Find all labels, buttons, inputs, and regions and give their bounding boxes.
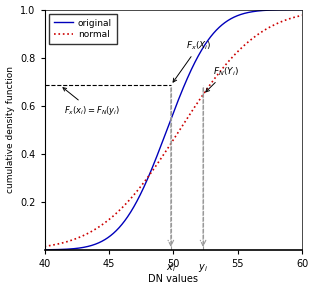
original bbox=[300, 8, 304, 11]
original bbox=[156, 151, 160, 155]
normal bbox=[248, 39, 252, 42]
original bbox=[147, 174, 151, 178]
original bbox=[248, 10, 252, 14]
Text: $F_N(Y_i)$: $F_N(Y_i)$ bbox=[206, 65, 239, 92]
Text: $y_i$: $y_i$ bbox=[198, 262, 208, 274]
Y-axis label: cumulative density function: cumulative density function bbox=[6, 66, 14, 193]
normal bbox=[43, 245, 46, 248]
normal bbox=[300, 14, 304, 17]
normal bbox=[156, 161, 160, 164]
normal bbox=[69, 239, 73, 242]
normal bbox=[147, 174, 151, 178]
X-axis label: DN values: DN values bbox=[149, 274, 198, 284]
Line: original: original bbox=[45, 10, 302, 250]
original bbox=[43, 248, 46, 251]
Text: $x_i$: $x_i$ bbox=[166, 262, 176, 274]
Legend: original, normal: original, normal bbox=[49, 14, 116, 44]
Text: $F_x(x_i) = F_N(y_i)$: $F_x(x_i) = F_N(y_i)$ bbox=[63, 88, 120, 117]
original bbox=[244, 11, 247, 15]
normal bbox=[244, 42, 247, 46]
normal bbox=[220, 68, 224, 71]
Line: normal: normal bbox=[45, 15, 302, 246]
original bbox=[220, 23, 224, 27]
original bbox=[69, 247, 73, 251]
Text: $F_x(X_i)$: $F_x(X_i)$ bbox=[173, 39, 212, 82]
